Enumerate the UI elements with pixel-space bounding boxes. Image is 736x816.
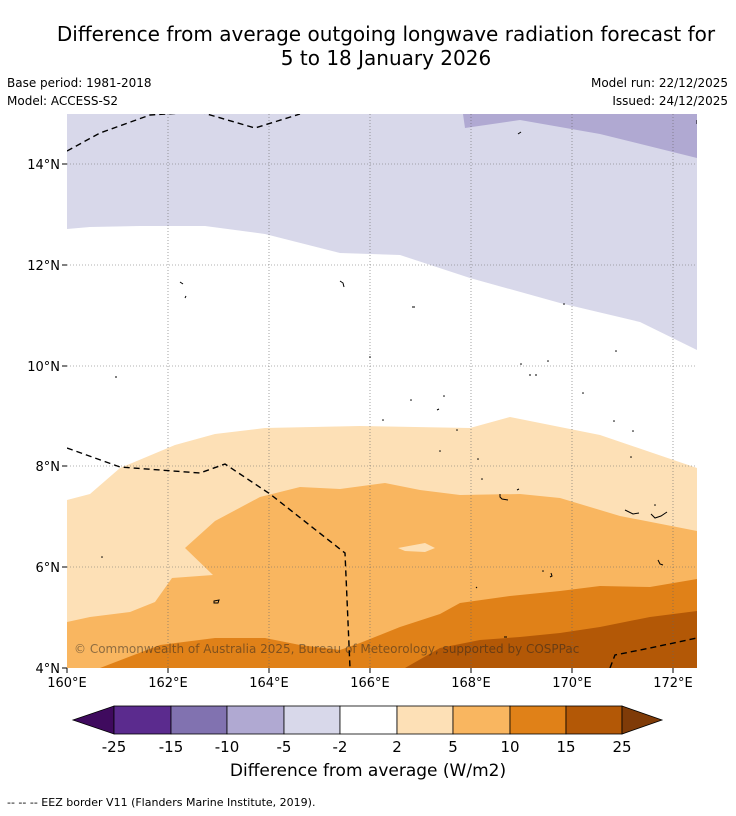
meta-left: Base period: 1981-2018 Model: ACCESS-S2 — [7, 74, 152, 110]
island — [213, 599, 220, 604]
lon-label: 160°E — [47, 676, 87, 691]
island-dot — [632, 430, 634, 432]
base-period: Base period: 1981-2018 — [7, 76, 152, 90]
lon-label: 170°E — [552, 676, 592, 691]
colorbar-tick: 25 — [612, 738, 631, 756]
island-dot — [582, 392, 584, 394]
island — [184, 295, 187, 299]
island-dot — [101, 556, 103, 558]
island-dot — [542, 570, 544, 572]
lon-label: 162°E — [148, 676, 188, 691]
colorbar-segment — [283, 705, 341, 735]
colorbar-tick: 10 — [500, 738, 519, 756]
lat-label: 8°N — [36, 460, 61, 475]
island-dot — [615, 350, 617, 352]
colorbar-tick: -15 — [159, 738, 184, 756]
colorbar-tick: -10 — [215, 738, 240, 756]
colorbar-segment — [565, 705, 623, 735]
colorbar-tick: 2 — [392, 738, 402, 756]
islands — [115, 120, 697, 638]
island-dot — [369, 356, 371, 358]
colorbar-segment — [113, 705, 172, 735]
island-dot — [613, 420, 615, 422]
island — [436, 408, 440, 411]
island — [339, 280, 345, 288]
anomaly-band-minus10-minus5 — [463, 114, 697, 158]
island-dot — [520, 363, 522, 365]
island-dot — [439, 450, 441, 452]
chart-title: Difference from average outgoing longwav… — [0, 22, 736, 70]
island — [657, 559, 664, 566]
colorbar-tick: 15 — [556, 738, 575, 756]
island — [516, 488, 520, 491]
colorbar-ticks: -25 -15 -10 -5 -2 2 5 10 15 25 — [102, 738, 632, 756]
island-dot — [410, 399, 412, 401]
lat-labels: 14°N 12°N 10°N 8°N 6°N 4°N — [27, 158, 60, 677]
colorbar-segment — [396, 705, 454, 735]
map-panel: © Commonwealth of Australia 2025, Bureau… — [27, 114, 697, 756]
island — [650, 511, 668, 519]
island — [624, 509, 640, 515]
colorbar-segment — [226, 705, 285, 735]
meta-right: Model run: 22/12/2025 Issued: 24/12/2025 — [591, 74, 728, 110]
colorbar-tick: -25 — [102, 738, 127, 756]
colorbar-label: Difference from average (W/m2) — [229, 761, 507, 781]
colorbar-extend-high — [621, 705, 664, 735]
island-dot — [563, 303, 565, 305]
colorbar: -25 -15 -10 -5 -2 2 5 10 15 25 — [71, 705, 664, 756]
eez-border-north — [67, 114, 301, 152]
colorbar-tick: -2 — [333, 738, 348, 756]
colorbar-extend-low — [71, 705, 115, 735]
island — [517, 131, 522, 135]
lon-label: 164°E — [249, 676, 289, 691]
island — [475, 586, 478, 589]
model-name: Model: ACCESS-S2 — [7, 94, 119, 108]
axis-ticks — [62, 163, 674, 673]
island-dot — [443, 395, 445, 397]
lon-label: 166°E — [350, 676, 390, 691]
colorbar-segment — [339, 705, 398, 735]
lon-label: 168°E — [451, 676, 491, 691]
island — [179, 281, 184, 285]
colorbar-segment — [170, 705, 228, 735]
copyright-watermark: © Commonwealth of Australia 2025, Bureau… — [74, 642, 579, 656]
lat-label: 12°N — [27, 259, 60, 274]
island — [499, 494, 509, 501]
lat-label: 6°N — [36, 561, 61, 576]
island-dot — [382, 419, 384, 421]
island-dot — [456, 429, 458, 431]
colorbar-segment — [452, 705, 511, 735]
issued-date: Issued: 24/12/2025 — [612, 94, 728, 108]
lat-label: 4°N — [36, 662, 61, 677]
graticule — [67, 114, 697, 668]
eez-borders — [67, 114, 697, 668]
island — [549, 572, 553, 578]
map-fill-area: © Commonwealth of Australia 2025, Bureau… — [67, 114, 697, 668]
title-line-2: 5 to 18 January 2026 — [280, 46, 492, 70]
model-run: Model run: 22/12/2025 — [590, 76, 728, 90]
island-dots — [101, 303, 656, 572]
island-dot — [481, 478, 483, 480]
lat-label: 14°N — [27, 158, 60, 173]
eez-border-southeast — [609, 637, 697, 668]
anomaly-band-2-5-island — [398, 543, 435, 552]
colorbar-tick: -5 — [277, 738, 292, 756]
eez-border-west — [67, 447, 351, 668]
title-line-1: Difference from average outgoing longwav… — [56, 22, 716, 46]
lon-labels: 160°E 162°E 164°E 166°E 168°E 170°E 172°… — [47, 676, 693, 691]
island-dot — [630, 456, 632, 458]
lat-label: 10°N — [27, 360, 60, 375]
lon-label: 172°E — [653, 676, 693, 691]
island-dot — [477, 458, 479, 460]
colorbar-tick: 5 — [448, 738, 458, 756]
eez-legend-footer: -- -- -- EEZ border V11 (Flanders Marine… — [7, 796, 316, 809]
island-dot — [654, 504, 656, 506]
island-dot — [547, 360, 549, 362]
colorbar-segment — [509, 705, 567, 735]
